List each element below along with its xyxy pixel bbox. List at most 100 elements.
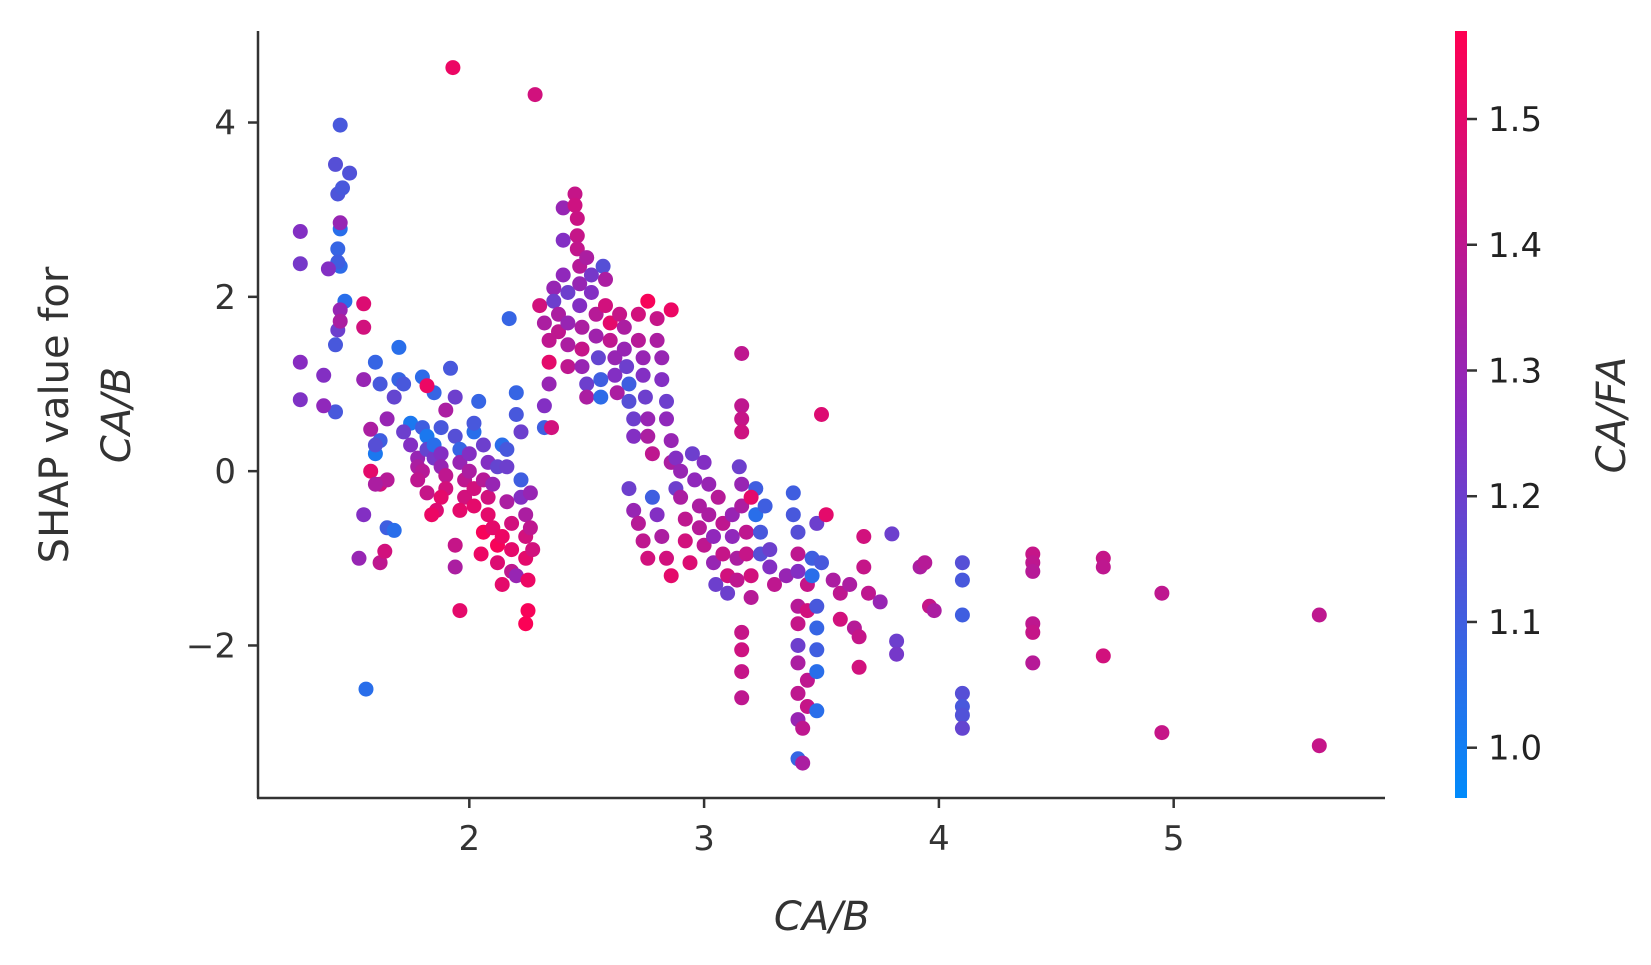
data-point: [720, 585, 736, 601]
data-point: [673, 463, 689, 479]
data-point: [668, 450, 684, 466]
data-point: [356, 372, 372, 388]
data-point: [1311, 738, 1327, 754]
data-point: [926, 603, 942, 619]
data-point: [602, 315, 618, 331]
data-point: [673, 489, 689, 505]
data-point: [654, 529, 670, 544]
data-point: [367, 437, 383, 453]
data-point: [518, 507, 534, 523]
data-point: [424, 507, 440, 523]
data-point: [473, 546, 489, 562]
data-point: [504, 515, 520, 531]
data-point: [452, 454, 468, 470]
data-point: [499, 441, 515, 457]
data-point: [520, 572, 536, 588]
data-point: [569, 228, 585, 244]
data-point: [292, 224, 308, 239]
data-point: [640, 411, 656, 427]
data-point: [527, 87, 543, 103]
data-point: [663, 433, 679, 449]
data-point: [508, 385, 524, 401]
data-point: [785, 507, 801, 523]
data-point: [708, 577, 724, 592]
data-point: [494, 577, 510, 592]
data-point: [649, 507, 665, 523]
data-point: [332, 313, 348, 329]
data-point: [790, 563, 806, 579]
data-point: [555, 267, 571, 283]
data-point: [738, 524, 754, 540]
data-point: [809, 703, 825, 719]
data-point: [612, 306, 628, 322]
y-axis-label: SHAP value for CA/B: [32, 266, 140, 563]
colorbar: 1.0 1.1 1.2 1.3 1.4 1.5 CA/FA: [1455, 31, 1635, 798]
data-point: [738, 546, 754, 562]
data-point: [1311, 607, 1327, 623]
data-point: [588, 306, 604, 322]
data-point: [520, 603, 536, 619]
data-point: [292, 392, 308, 408]
data-point: [809, 598, 825, 614]
y-tick-label: 2: [214, 278, 236, 318]
data-point: [572, 298, 588, 314]
data-point: [654, 350, 670, 366]
data-point: [1154, 585, 1170, 601]
y-axis-label-line2: CA/B: [94, 367, 140, 463]
data-point: [954, 707, 970, 723]
x-tick-label: 3: [693, 819, 715, 859]
data-point: [790, 638, 806, 653]
data-point: [363, 463, 379, 479]
data-point: [785, 485, 801, 501]
data-point: [332, 117, 348, 133]
data-point: [644, 446, 660, 462]
data-point: [682, 555, 698, 571]
y-tick-label: −2: [186, 626, 236, 666]
data-point: [814, 407, 829, 422]
data-point: [572, 276, 588, 292]
data-point: [626, 411, 642, 427]
x-tick-label: 2: [458, 819, 480, 859]
data-point: [351, 550, 367, 566]
data-point: [574, 359, 590, 375]
data-point: [569, 241, 585, 257]
data-point: [332, 302, 348, 318]
data-point: [659, 411, 674, 427]
data-point: [609, 385, 625, 401]
data-point: [1154, 725, 1170, 741]
data-point: [607, 350, 623, 366]
data-point: [701, 476, 717, 492]
data-point: [616, 319, 632, 335]
data-point: [335, 180, 350, 196]
data-point: [1025, 624, 1041, 640]
data-point: [799, 672, 815, 688]
data-point: [659, 393, 674, 409]
data-point: [832, 585, 848, 601]
data-point: [743, 568, 759, 584]
data-point: [1095, 559, 1111, 575]
data-point: [795, 755, 811, 771]
data-point: [917, 555, 933, 571]
data-point: [762, 542, 778, 558]
data-point: [501, 311, 517, 327]
data-point: [663, 568, 679, 584]
colorbar-label: CA/FA: [1589, 357, 1635, 474]
data-point: [438, 402, 454, 418]
data-point: [734, 424, 750, 440]
x-tick-label: 5: [1163, 819, 1185, 859]
data-point: [356, 507, 372, 523]
data-point: [328, 156, 343, 172]
data-point: [544, 420, 559, 436]
data-point: [710, 489, 726, 505]
data-point: [706, 555, 721, 571]
data-point: [640, 550, 656, 566]
data-point: [508, 407, 524, 422]
data-point: [757, 498, 773, 514]
data-point: [499, 494, 515, 510]
data-point: [574, 341, 590, 357]
x-axis-label: CA/B: [774, 894, 870, 940]
data-point: [635, 350, 651, 366]
data-point: [790, 655, 806, 671]
data-point: [377, 543, 393, 559]
data-point: [567, 197, 583, 213]
